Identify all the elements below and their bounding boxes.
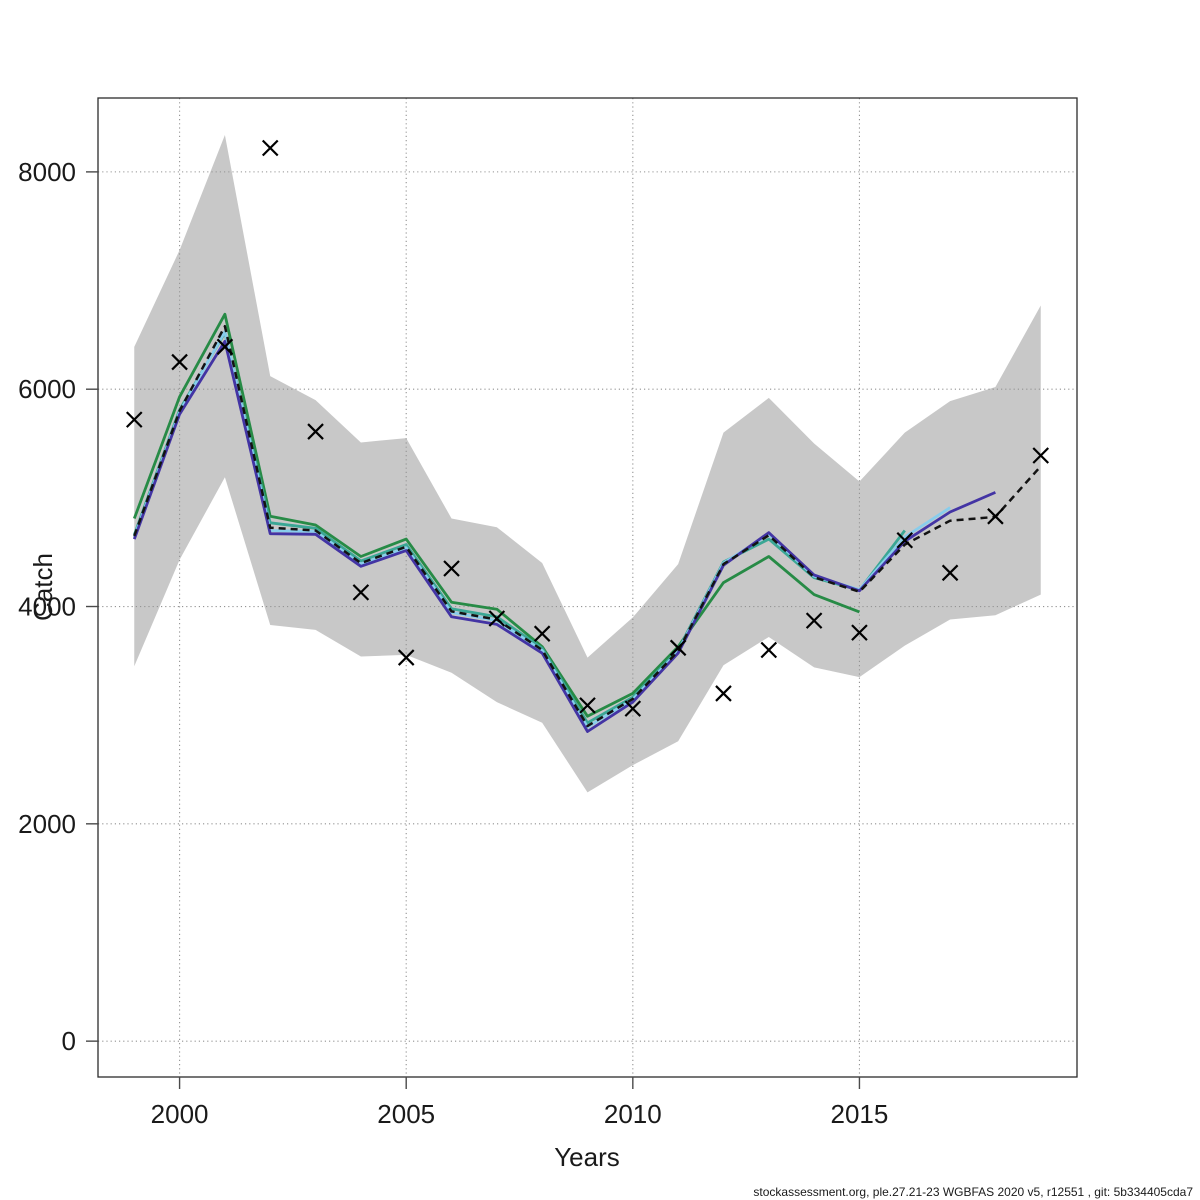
y-axis-title: Catch (28, 553, 58, 621)
y-tick-label: 2000 (18, 809, 76, 839)
x-tick-label: 2010 (604, 1099, 662, 1129)
observed-catch-marker (261, 139, 279, 157)
y-tick-label: 0 (62, 1026, 76, 1056)
observed-catch-marker (715, 685, 732, 702)
observed-catch-marker (941, 564, 959, 582)
fit-confidence-band (134, 134, 1041, 793)
series-line-retro-run-2015 (132, 312, 860, 718)
y-tick-label: 4000 (18, 592, 76, 622)
observed-catch-marker (669, 639, 687, 657)
observed-catch-marker (307, 423, 324, 440)
observed-catch-marker (1032, 447, 1050, 464)
observed-catch-marker (805, 612, 823, 629)
observed-catch-marker (125, 411, 143, 428)
observed-catch-marker (987, 508, 1004, 525)
observed-catch-marker (533, 625, 551, 642)
plot-area: 2000 2005 2010 2015 0 2000 4000 6000 8000 (18, 97, 1078, 1129)
observed-catch-marker (579, 697, 596, 714)
observed-catch-marker (216, 338, 234, 356)
y-tick-label: 6000 (18, 374, 76, 404)
footer-credit: stockassessment.org, ple.27.21-23 WGBFAS… (753, 1185, 1193, 1199)
observed-catch-marker (488, 610, 506, 627)
observed-catch-marker (760, 641, 778, 659)
observed-catches (125, 139, 1050, 717)
observed-catch-marker (624, 700, 642, 717)
x-tick-label: 2005 (377, 1099, 435, 1129)
y-tick-label: 8000 (18, 157, 76, 187)
observed-catch-marker (352, 584, 370, 601)
series-line-fit-estimate-dashed (133, 324, 1042, 728)
observed-catch-marker (171, 353, 188, 371)
plot-frame (97, 97, 1078, 1078)
observed-catch-marker (851, 624, 868, 641)
x-axis-title: Years (554, 1142, 620, 1172)
observed-catch-marker (896, 531, 914, 549)
observed-catch-marker (397, 649, 415, 666)
x-tick-label: 2000 (151, 1099, 209, 1129)
x-tick-label: 2015 (831, 1099, 889, 1129)
observed-catch-marker (443, 560, 460, 577)
